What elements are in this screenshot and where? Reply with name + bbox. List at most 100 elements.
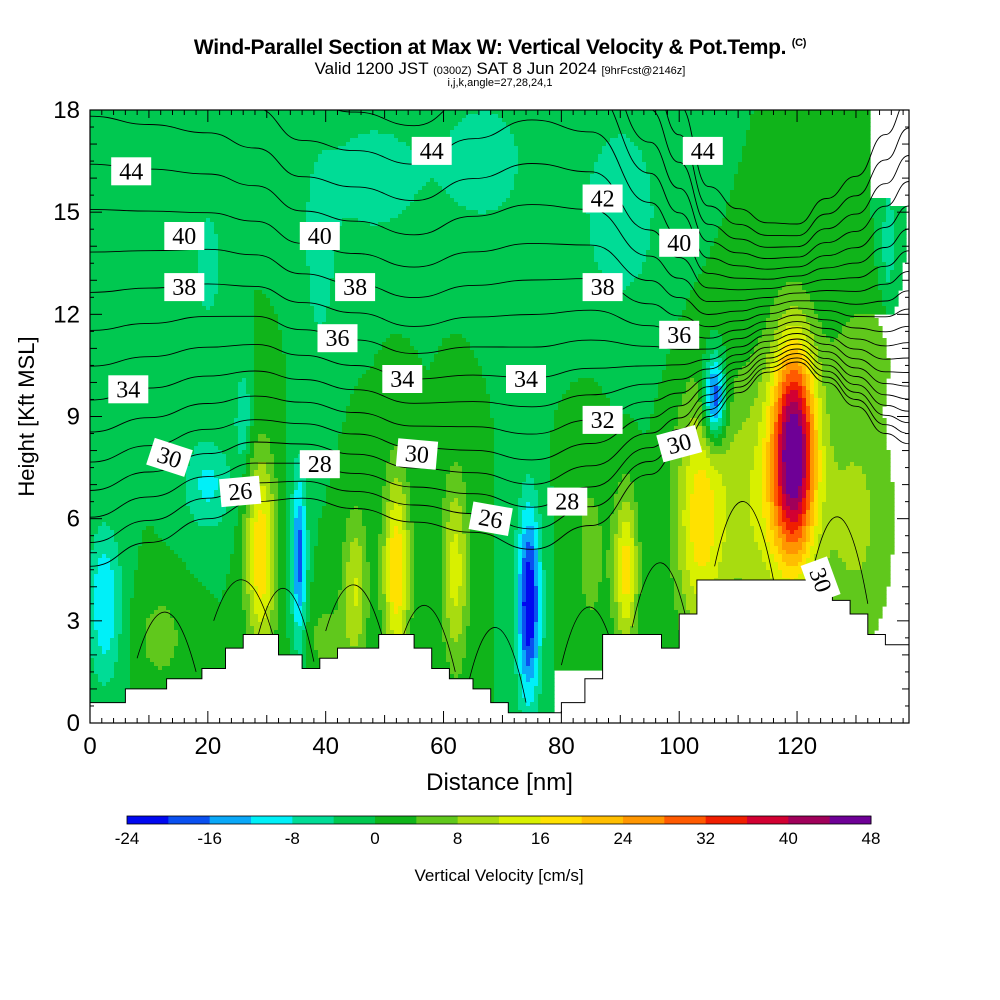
velocity-cell — [646, 170, 739, 175]
velocity-cell — [778, 378, 783, 383]
velocity-cell — [534, 662, 539, 667]
velocity-cell — [810, 294, 883, 299]
velocity-cell — [802, 514, 807, 519]
velocity-cell — [706, 258, 875, 263]
velocity-cell — [630, 630, 639, 635]
velocity-cell — [578, 378, 595, 383]
velocity-cell — [466, 542, 471, 547]
velocity-cell — [402, 534, 407, 539]
velocity-cell — [90, 586, 95, 591]
velocity-cell — [398, 446, 495, 451]
velocity-cell — [266, 614, 271, 619]
velocity-cell — [658, 386, 687, 391]
velocity-cell — [814, 418, 819, 423]
velocity-cell — [806, 442, 811, 447]
velocity-cell — [778, 370, 783, 375]
velocity-cell — [362, 578, 371, 583]
velocity-cell — [670, 530, 679, 535]
velocity-cell — [350, 638, 359, 643]
velocity-cell — [370, 598, 379, 603]
velocity-cell — [774, 530, 779, 535]
velocity-cell — [238, 446, 247, 451]
velocity-cell — [774, 366, 783, 371]
velocity-cell — [778, 446, 783, 451]
velocity-cell — [154, 530, 235, 535]
velocity-cell — [522, 486, 535, 491]
velocity-cell — [394, 534, 403, 539]
velocity-cell — [470, 582, 495, 587]
velocity-cell — [770, 342, 779, 347]
velocity-cell — [294, 546, 299, 551]
colorbar-swatch — [705, 816, 748, 824]
velocity-cell — [694, 286, 783, 291]
velocity-cell — [454, 598, 459, 603]
velocity-cell — [386, 570, 391, 575]
velocity-cell — [130, 666, 159, 671]
velocity-cell — [270, 530, 275, 535]
velocity-cell — [738, 430, 759, 435]
velocity-cell — [598, 154, 643, 159]
velocity-cell — [90, 554, 103, 559]
velocity-cell — [534, 622, 539, 627]
velocity-cell — [330, 290, 691, 295]
velocity-cell — [798, 538, 807, 543]
velocity-cell — [470, 346, 671, 351]
velocity-cell — [450, 634, 459, 639]
velocity-cell — [90, 426, 239, 431]
velocity-cell — [266, 534, 271, 539]
velocity-cell — [394, 502, 399, 507]
velocity-cell — [710, 462, 755, 467]
theta-label-bg — [146, 437, 193, 477]
velocity-cell — [766, 394, 771, 399]
velocity-cell — [114, 666, 131, 671]
velocity-cell — [334, 262, 599, 267]
velocity-cell — [306, 482, 331, 487]
theta-label-bg — [299, 222, 340, 250]
velocity-cell — [766, 422, 771, 427]
velocity-cell — [358, 594, 363, 599]
velocity-cell — [454, 198, 507, 203]
velocity-cell — [682, 590, 695, 595]
velocity-cell — [770, 490, 775, 495]
velocity-cell — [518, 666, 523, 671]
velocity-cell — [494, 434, 551, 439]
velocity-cell — [494, 462, 551, 467]
velocity-cell — [894, 246, 907, 251]
velocity-cell — [778, 430, 783, 435]
velocity-cell — [194, 574, 227, 579]
velocity-cell — [778, 506, 783, 511]
velocity-cell — [310, 550, 315, 555]
velocity-cell — [414, 582, 443, 587]
velocity-cell — [302, 634, 307, 639]
velocity-cell — [778, 318, 807, 323]
velocity-cell — [526, 478, 535, 483]
velocity-cell — [414, 570, 443, 575]
velocity-cell — [406, 606, 411, 611]
velocity-cell — [762, 462, 767, 467]
velocity-cell — [650, 414, 679, 419]
velocity-cell — [402, 550, 407, 555]
velocity-cell — [406, 522, 415, 527]
velocity-cell — [610, 522, 619, 527]
velocity-cell — [738, 166, 871, 171]
velocity-cell — [386, 338, 411, 343]
velocity-cell — [554, 538, 583, 543]
velocity-cell — [446, 534, 455, 539]
velocity-cell — [582, 570, 603, 575]
velocity-cell — [670, 490, 679, 495]
velocity-cell — [254, 606, 267, 611]
velocity-cell — [762, 414, 767, 419]
velocity-cell — [782, 446, 787, 451]
velocity-cell — [286, 422, 343, 427]
velocity-cell — [698, 398, 703, 403]
velocity-cell — [450, 566, 463, 571]
velocity-cell — [530, 702, 539, 707]
theta-label-bg — [582, 184, 623, 213]
colorbar-frame — [126, 815, 872, 825]
velocity-cell — [598, 586, 611, 591]
velocity-cell — [414, 562, 443, 567]
velocity-cell — [722, 218, 875, 223]
velocity-cell — [94, 586, 115, 591]
velocity-cell — [802, 402, 807, 407]
velocity-cell — [410, 482, 447, 487]
